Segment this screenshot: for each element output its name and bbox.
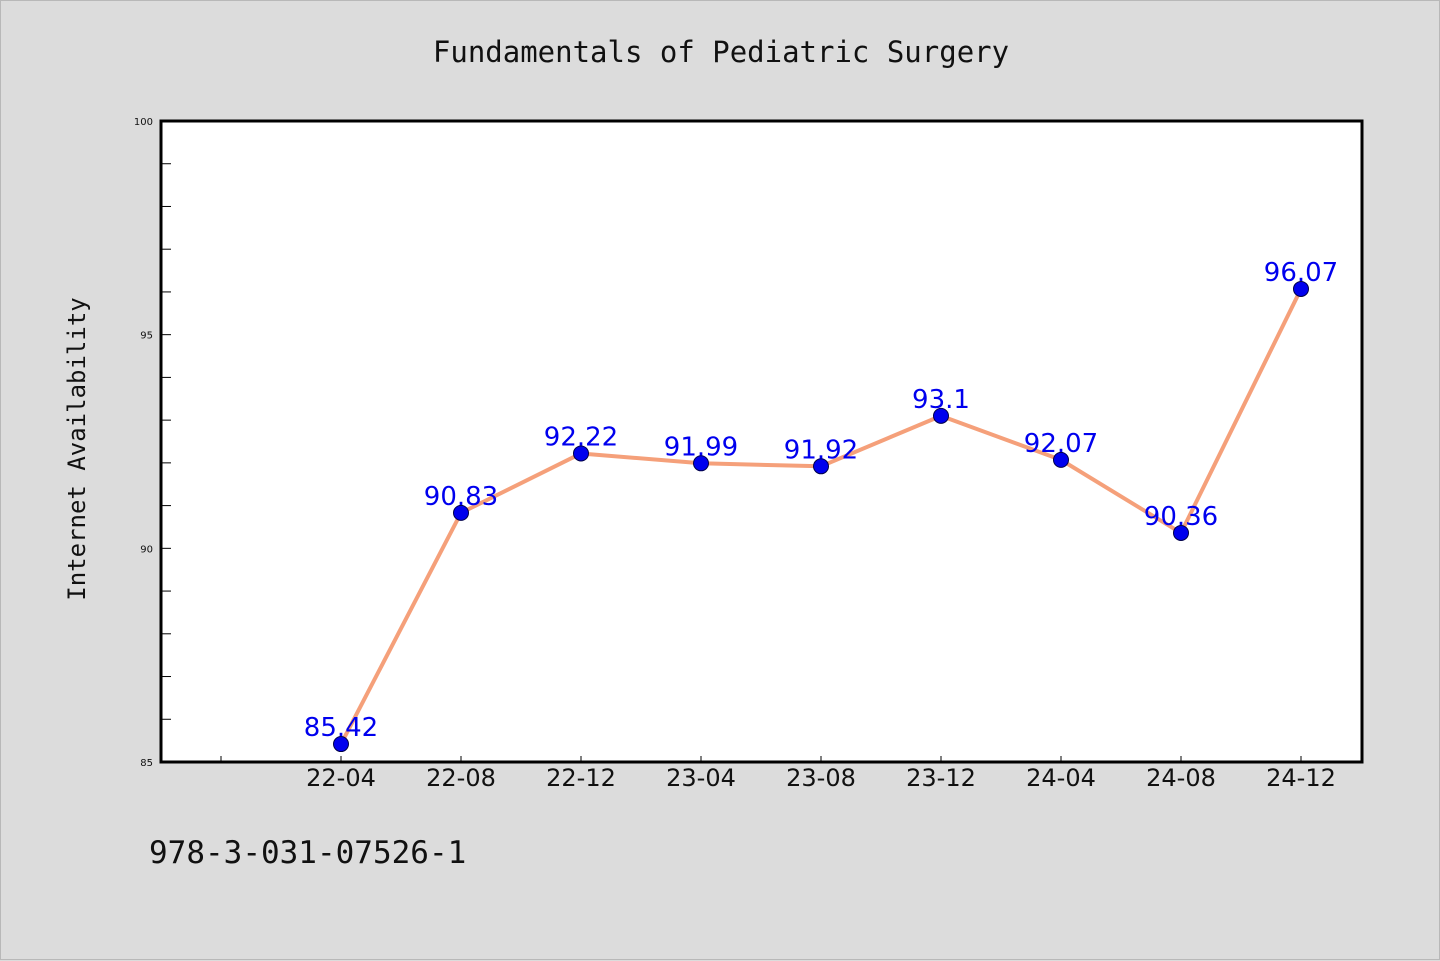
y-tick-label: 95 (140, 331, 153, 342)
x-tick-label: 24-08 (1146, 764, 1216, 792)
y-tick-label: 90 (140, 544, 153, 555)
chart-title: Fundamentals of Pediatric Surgery (432, 35, 1010, 69)
data-point (1293, 280, 1309, 297)
data-label: 91.99 (664, 432, 738, 462)
data-label: 90.36 (1144, 502, 1218, 532)
data-label: 91.92 (784, 435, 858, 465)
x-tick-label: 24-12 (1266, 764, 1336, 792)
x-tick-label: 23-04 (666, 764, 736, 792)
data-point (1053, 451, 1069, 468)
data-label: 96.07 (1264, 258, 1338, 288)
data-point (333, 736, 349, 753)
x-tick-label: 24-04 (1026, 764, 1096, 792)
data-point (573, 445, 589, 462)
x-tick-label: 23-08 (786, 764, 856, 792)
x-tick-label: 22-08 (426, 764, 496, 792)
data-labels-group: 85.42 90.83 92.22 91.99 91.92 93.1 92.07 90.36 9… (304, 258, 1338, 743)
data-label: 85.42 (304, 713, 378, 743)
data-point (453, 504, 469, 521)
x-axis-ticks: 22-04 22-08 22-12 23-04 23-08 23-12 24-04 24-08… (220, 756, 1336, 792)
footer-identifier: 978-3-031-07526-1 (149, 835, 467, 871)
series-points-group (333, 280, 1309, 753)
plot-area (161, 121, 1362, 762)
data-point (1173, 524, 1189, 541)
plot-frame (159, 119, 1364, 764)
data-point (813, 458, 829, 475)
y-tick-label: 85 (140, 758, 153, 769)
data-label: 90.83 (424, 482, 498, 512)
data-label: 92.07 (1024, 429, 1098, 459)
x-tick-label: 22-12 (546, 764, 616, 792)
data-point (693, 455, 709, 472)
y-axis-ticks: 85 90 95 100 (134, 117, 171, 769)
x-tick-label: 22-04 (306, 764, 376, 792)
y-tick-label: 100 (134, 117, 153, 128)
data-label: 93.1 (912, 385, 970, 415)
data-point (933, 407, 949, 424)
x-tick-label: 23-12 (906, 764, 976, 792)
data-label: 92.22 (544, 422, 618, 452)
